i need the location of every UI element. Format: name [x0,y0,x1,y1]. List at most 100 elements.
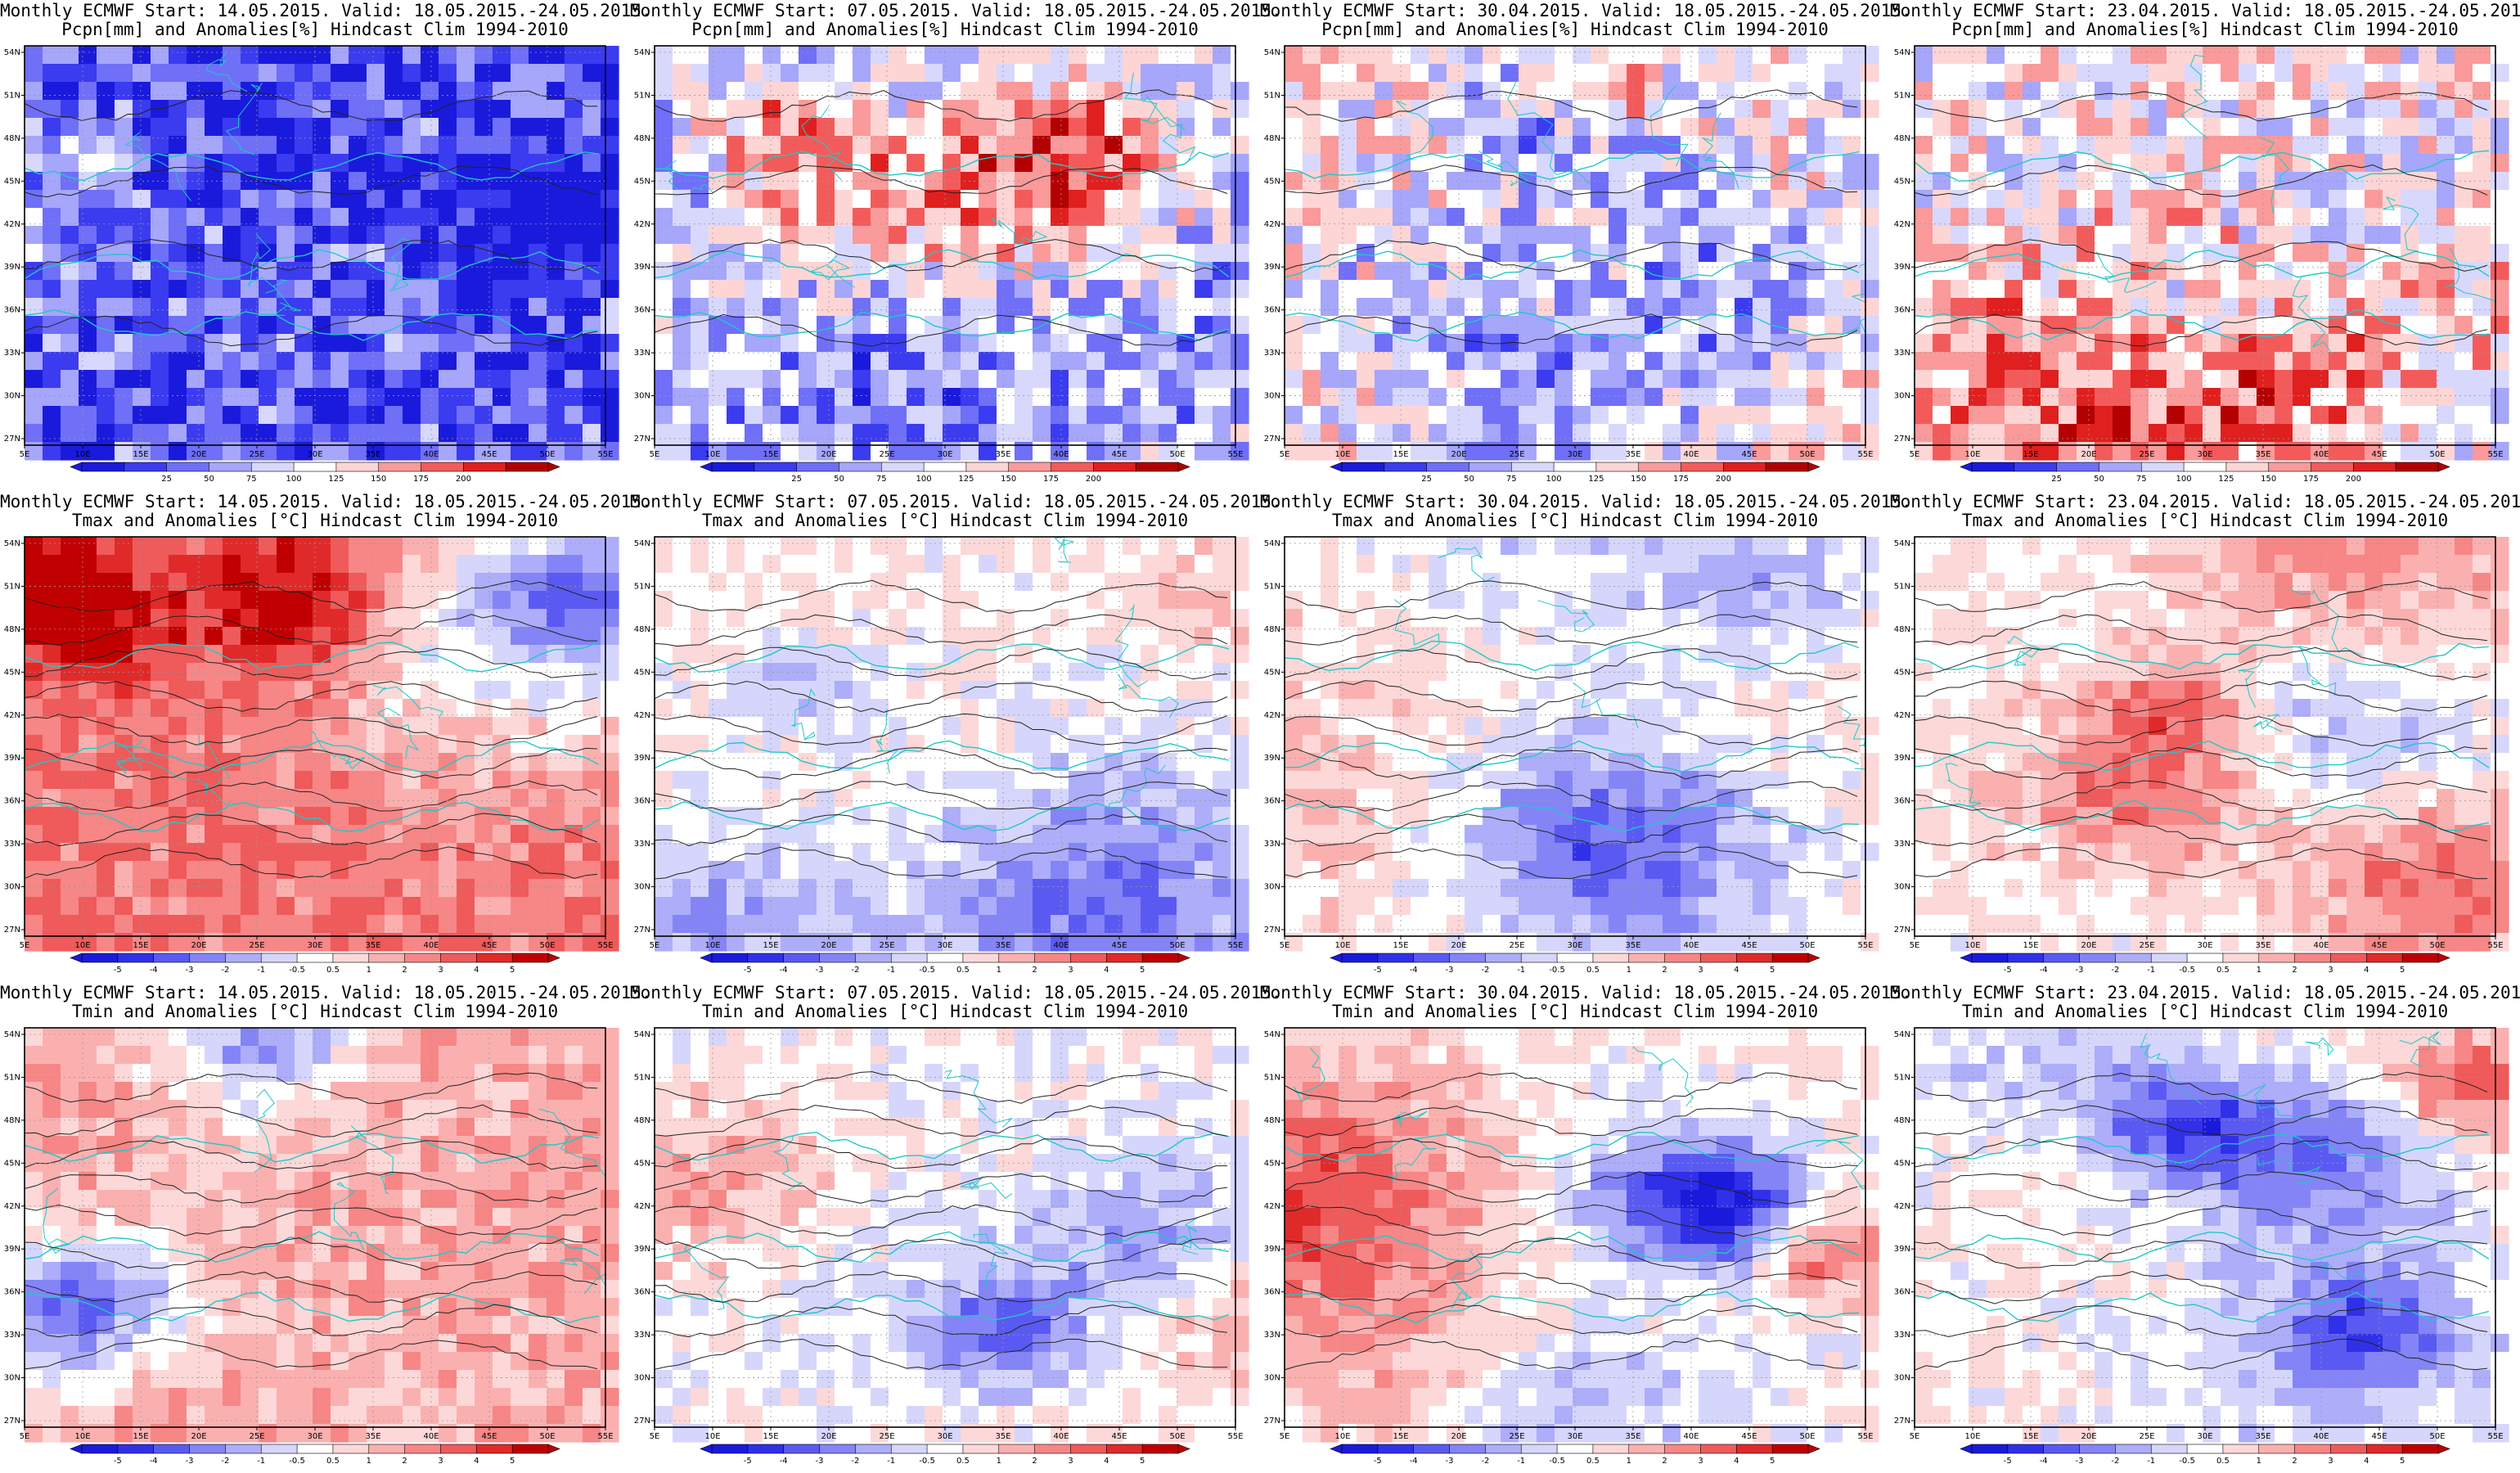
colorbar-swatch [1556,1444,1594,1454]
colorbar-swatch [1377,953,1415,963]
lat-tick-label: 45N [1264,1159,1280,1168]
colorbar-swatch [783,1444,821,1454]
lon-tick-label: 50E [539,450,555,459]
colorbar-label: 50 [204,475,214,484]
colorbar-label: -4 [780,966,788,975]
lat-tick-label: 51N [1894,1073,1910,1082]
colorbar-swatch [189,1444,226,1454]
colorbar-swatch [754,462,798,472]
colorbar-label: -4 [150,1457,158,1466]
colorbar-label: 125 [328,475,344,484]
colorbar-swatch [711,462,755,472]
lat-tick-label: 36N [1894,306,1910,315]
colorbar: -5 -4 -3 -2 -1 -0.5 0.5 1 2 3 4 5 [1330,953,1820,975]
lon-tick-label: 55E [1857,1432,1873,1441]
colorbar-swatch [1106,953,1143,963]
contours [1284,89,1858,346]
anomaly-field [1915,1028,2509,1443]
colorbar-label: 3 [2328,966,2333,975]
contours [1284,1072,1858,1371]
colorbar-swatch [1093,462,1136,472]
colorbar-swatch [1971,1444,2009,1454]
lon-tick-label: 45E [1111,1432,1127,1441]
colorbar-swatch [890,1444,928,1454]
colorbar-swatch [747,953,785,963]
lon-tick-label: 10E [1334,941,1350,950]
colorbar-label: -0.5 [2179,1457,2195,1466]
forecast-panel: Monthly ECMWF Start: 23.04.2015. Valid: … [1890,0,2520,491]
lon-tick-label: 10E [1964,941,1980,950]
lat-tick-label: 39N [1894,754,1910,763]
colorbar-label: 0.5 [956,1457,970,1466]
panel-subtitle: Tmax and Anomalies [°C] Hindcast Clim 19… [1331,511,1819,530]
colorbar-label: 25 [791,475,802,484]
lon-tick-label: 20E [821,450,836,459]
lat-tick-label: 33N [4,349,20,358]
colorbar-label: -0.5 [2179,966,2195,975]
colorbar: 25 50 75 100 125 150 175 200 [1960,462,2450,484]
forecast-panel: Monthly ECMWF Start: 14.05.2015. Valid: … [0,982,652,1473]
colorbar-swatch [250,462,295,472]
panel-subtitle: Tmin and Anomalies [°C] Hindcast Clim 19… [1331,1002,1819,1021]
lon-tick-label: 10E [1334,1432,1350,1441]
colorbar-swatch [2186,953,2224,963]
lat-tick-label: 45N [1264,177,1280,186]
lat-tick-label: 36N [4,1288,20,1297]
lat-tick-label: 33N [634,1331,650,1340]
lat-tick-label: 42N [1894,1202,1910,1211]
lon-tick-label: 40E [423,450,439,459]
colorbar-swatch [293,462,337,472]
colorbar-label: -3 [186,966,194,975]
colorbar-label: -4 [2040,966,2048,975]
colorbar-swatch [225,953,262,963]
colorbar-swatch [296,1444,334,1454]
colorbar-label: 4 [2364,966,2369,975]
contours [654,89,1228,347]
lon-tick-label: 10E [1964,450,1980,459]
colorbar-swatch [1051,462,1094,472]
lon-tick-label: 30E [1567,941,1582,950]
colorbar-swatch [1971,953,2009,963]
colorbar-label: 5 [2400,1457,2405,1466]
colorbar-swatch [1141,1444,1179,1454]
colorbar-label: 50 [1464,475,1474,484]
colorbar-swatch [711,1444,749,1454]
colorbar-swatch [1135,462,1179,472]
colorbar-swatch [2183,462,2227,472]
lat-tick-label: 36N [1264,797,1280,806]
colorbar-label: 0.5 [326,1457,340,1466]
lat-tick-label: 48N [1894,625,1910,634]
colorbar-label: 25 [1421,475,1432,484]
lat-tick-label: 39N [634,263,650,272]
lon-tick-label: 5E [1280,1432,1290,1441]
forecast-panel: Monthly ECMWF Start: 07.05.2015. Valid: … [630,982,1282,1473]
colorbar-swatch [117,1444,155,1454]
lat-tick-label: 36N [634,1288,650,1297]
coastlines [24,641,600,832]
lon-tick-label: 45E [2371,450,2387,459]
colorbar-swatch [890,953,928,963]
anomaly-field [1915,46,2509,461]
lon-tick-label: 55E [597,941,613,950]
colorbar-swatch [1070,1444,1107,1454]
lon-tick-label: 40E [423,941,439,950]
lat-tick-label: 27N [1264,435,1280,444]
colorbar-swatch [1520,953,1558,963]
lon-tick-label: 5E [20,941,30,950]
forecast-panel: Monthly ECMWF Start: 07.05.2015. Valid: … [630,491,1282,982]
colorbar-label: 4 [1734,1457,1739,1466]
colorbar-swatch [2225,462,2270,472]
colorbar-swatch [1341,953,1379,963]
lon-tick-label: 50E [1169,450,1185,459]
colorbar-swatch [332,1444,370,1454]
lon-tick-label: 10E [704,450,720,459]
lon-tick-label: 15E [2023,941,2038,950]
lat-tick-label: 33N [1264,840,1280,849]
colorbar-swatch [404,953,442,963]
colorbar-label: -1 [1517,966,1525,975]
